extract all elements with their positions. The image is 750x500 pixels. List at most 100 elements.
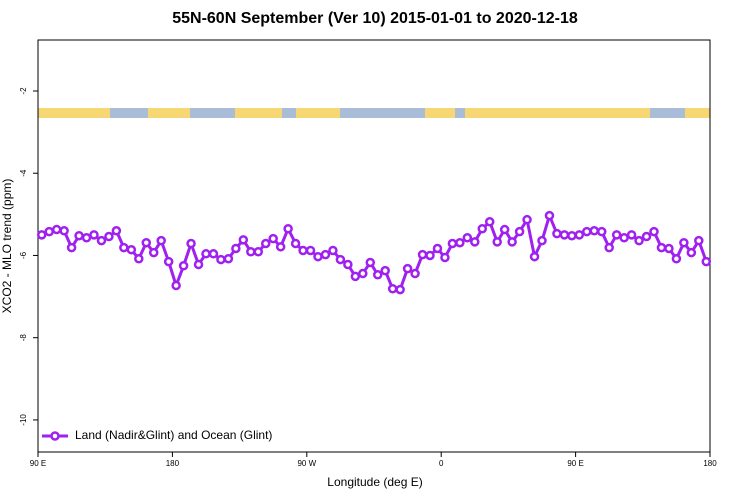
data-point	[499, 224, 510, 235]
data-point	[537, 235, 547, 246]
data-point	[477, 223, 488, 234]
data-point	[470, 237, 480, 247]
data-point	[253, 247, 264, 257]
data-point	[81, 233, 92, 243]
legend-label: Land (Nadir&Glint) and Ocean (Glint)	[75, 428, 272, 442]
data-point	[552, 228, 562, 239]
data-point	[544, 210, 555, 221]
data-point	[641, 231, 652, 242]
data-point	[275, 242, 286, 252]
ocean-patch	[282, 108, 296, 118]
data-point	[298, 245, 308, 256]
data-point	[567, 230, 577, 241]
data-point	[313, 251, 323, 262]
y-axis-label: XCO2 - MLO trend (ppm)	[0, 179, 14, 314]
data-point	[380, 265, 390, 276]
ocean-patch	[110, 108, 148, 118]
data-point	[201, 249, 211, 259]
data-point	[664, 243, 674, 254]
data-point	[66, 242, 77, 253]
data-point	[350, 271, 361, 282]
ocean-patch	[455, 108, 465, 118]
data-point	[626, 230, 637, 240]
data-point	[328, 245, 338, 256]
data-point	[656, 242, 667, 253]
x-tick-label: 0	[439, 459, 444, 468]
data-point	[36, 230, 47, 240]
data-point	[268, 233, 278, 244]
data-point	[492, 237, 502, 247]
data-point	[447, 238, 458, 249]
data-point	[305, 245, 316, 256]
data-point	[694, 235, 704, 246]
y-tick-label: -6	[19, 251, 28, 259]
data-point	[462, 233, 473, 243]
data-point	[59, 226, 69, 236]
x-tick-label: 180	[703, 459, 717, 468]
data-point	[223, 253, 234, 264]
data-point	[260, 238, 271, 249]
data-point	[320, 249, 331, 260]
data-line	[41, 211, 708, 292]
data-point	[596, 226, 607, 237]
data-point	[671, 253, 682, 264]
data-point	[582, 226, 592, 237]
plot-frame	[37, 39, 711, 453]
data-point	[619, 233, 629, 243]
data-point	[365, 257, 376, 268]
data-point	[574, 230, 585, 240]
x-tick-label: 90 E	[567, 459, 583, 468]
data-point	[238, 235, 249, 245]
data-point	[425, 250, 435, 261]
data-point	[216, 254, 226, 265]
data-point	[604, 242, 614, 253]
data-point	[96, 235, 107, 246]
data-point	[611, 230, 622, 240]
data-point	[649, 226, 659, 237]
data-point	[484, 216, 495, 227]
data-point	[455, 237, 465, 248]
y-tick-label: -10	[19, 414, 28, 426]
x-axis-label: Longitude (deg E)	[327, 475, 422, 489]
data-point	[186, 238, 196, 249]
ocean-patch	[190, 108, 235, 118]
data-point	[432, 243, 443, 254]
legend-marker	[50, 431, 60, 441]
data-point	[163, 256, 174, 267]
data-point	[701, 256, 712, 267]
data-point	[104, 231, 114, 242]
data-point	[148, 247, 159, 258]
data-point	[522, 214, 532, 225]
data-point	[156, 235, 166, 246]
data-point	[141, 237, 152, 248]
x-tick-label: 90 W	[297, 459, 316, 468]
data-point	[387, 284, 398, 294]
data-point	[283, 223, 293, 234]
data-point	[358, 268, 368, 279]
data-point	[507, 237, 517, 247]
data-point	[335, 254, 346, 265]
data-point	[51, 224, 62, 235]
data-point	[74, 230, 84, 241]
data-point	[343, 259, 353, 270]
data-point	[559, 230, 570, 240]
data-point	[290, 238, 301, 249]
ocean-patch	[340, 108, 425, 118]
data-point	[634, 235, 644, 246]
y-tick-label: -8	[19, 334, 28, 342]
data-point	[402, 263, 413, 274]
data-point	[126, 244, 137, 255]
data-point	[395, 284, 405, 295]
data-point	[171, 280, 181, 291]
data-point	[410, 268, 420, 279]
data-point	[589, 226, 600, 236]
chart-title: 55N-60N September (Ver 10) 2015-01-01 to…	[172, 10, 578, 27]
data-point	[686, 247, 697, 258]
ocean-patch	[650, 108, 685, 118]
data-point	[111, 226, 122, 236]
data-point	[514, 226, 525, 237]
data-point	[679, 237, 689, 248]
data-point	[178, 260, 189, 271]
